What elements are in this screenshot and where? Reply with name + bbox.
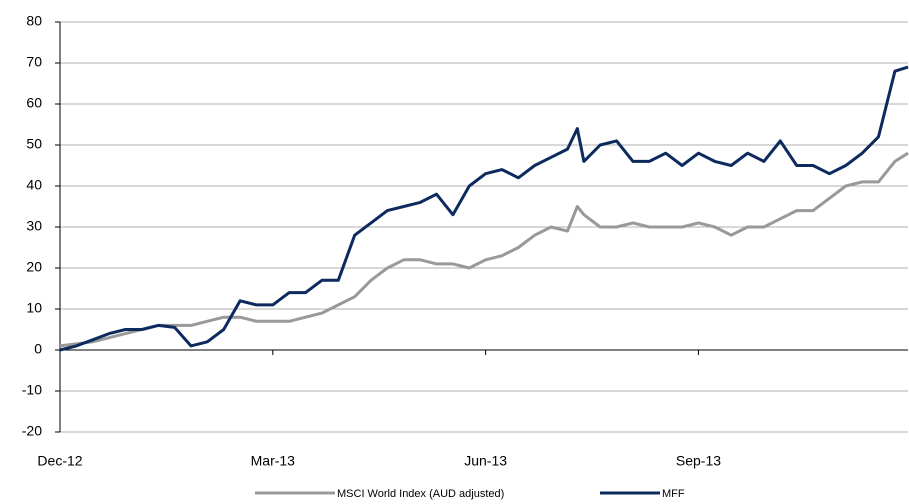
y-tick-label: 70 [26, 54, 42, 70]
y-tick-label: -20 [22, 423, 42, 439]
y-tick-label: 20 [26, 259, 42, 275]
y-tick-label: 40 [26, 177, 42, 193]
x-tick-label: Sep-13 [676, 453, 721, 469]
y-tick-label: 60 [26, 95, 42, 111]
y-tick-label: 0 [34, 341, 42, 357]
series-line [59, 151, 909, 348]
x-tick-label: Dec-12 [37, 453, 82, 469]
y-tick-label: 50 [26, 136, 42, 152]
x-tick-label: Jun-13 [464, 453, 507, 469]
x-tick-label: Mar-13 [251, 453, 296, 469]
series-line [59, 65, 909, 352]
y-tick-label: 80 [26, 13, 42, 29]
y-tick-label: 30 [26, 218, 42, 234]
y-tick-label: -10 [22, 382, 42, 398]
legend-label: MSCI World Index (AUD adjusted) [337, 488, 504, 500]
legend-label: MFF [662, 488, 685, 500]
y-tick-label: 10 [26, 300, 42, 316]
